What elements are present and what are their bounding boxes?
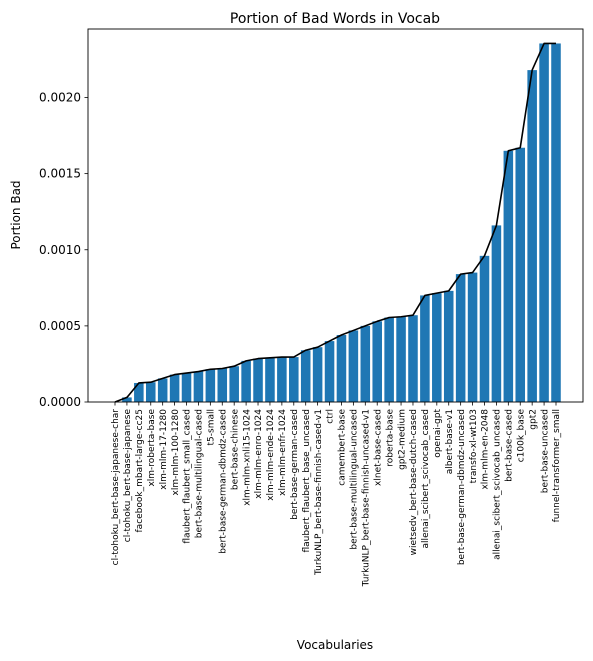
bar (265, 357, 275, 402)
x-tick-label: xlm-roberta-base (147, 409, 157, 487)
y-tick-label: 0.0020 (39, 91, 81, 105)
x-tick-label: flaubert_flaubert_base_uncased (302, 409, 312, 553)
bar (229, 366, 239, 402)
bar (145, 382, 156, 402)
x-tick-label: cl-tohoku_bert-base-japanese-char (111, 409, 121, 566)
x-tick-label: TurkuNLP_bert-base-finnish-uncased-v1 (362, 409, 372, 587)
x-tick-label: xlnet-base-cased (373, 409, 383, 486)
x-tick-label: xlm-mlm-xnli15-1024 (242, 409, 252, 506)
x-tick-label: flaubert_flaubert_small_cased (183, 409, 193, 544)
bar (551, 43, 561, 403)
y-axis-label: Portion Bad (9, 180, 23, 249)
x-tick-label: xlm-mlm-17-1280 (159, 409, 169, 490)
bar (420, 295, 430, 402)
bar (360, 325, 371, 402)
x-tick-label: bert-base-uncased (540, 409, 550, 493)
bars-group (122, 43, 561, 403)
bar (193, 371, 204, 402)
bar (396, 316, 406, 402)
x-tick-label: ctrl (326, 409, 336, 424)
bar (134, 382, 144, 402)
bar (157, 378, 168, 402)
bar (300, 350, 311, 402)
x-tick-label: wietsedv_bert-base-dutch-cased (409, 409, 419, 555)
x-tick-label: xlm-mlm-en-2048 (481, 409, 491, 490)
bar (169, 374, 180, 402)
bar (324, 341, 335, 402)
x-tick-label: bert-base-german-dbmdz-uncased (457, 409, 467, 565)
y-tick-label: 0.0010 (39, 243, 81, 257)
x-tick-label: funnel-transformer_small (552, 409, 562, 522)
x-tick-label: xlm-mlm-100-1280 (171, 409, 181, 496)
x-tick-label: c100k_base (516, 409, 526, 463)
x-tick-label: camembert-base (338, 409, 348, 486)
bar (289, 357, 299, 402)
x-tick-label: gpt2 (528, 409, 538, 430)
bar (217, 368, 228, 402)
trend-line (114, 42, 556, 403)
bar (515, 147, 526, 402)
x-tick-label: t5-small (207, 409, 217, 445)
bar (408, 315, 418, 402)
x-tick-label: allenai_scibert_scivocab_cased (421, 409, 431, 548)
chart-title: Portion of Bad Words in Vocab (230, 11, 440, 27)
bar (432, 293, 442, 402)
bar (122, 397, 132, 402)
bar (384, 317, 394, 402)
x-tick-label: xlm-mlm-ende-1024 (266, 409, 276, 501)
x-tick-label: gpt2-medium (397, 409, 407, 470)
bar (527, 70, 537, 403)
bar (312, 347, 323, 402)
x-tick-label: openai-gpt (433, 409, 443, 458)
x-tick-label: bert-base-multilingual-cased (195, 409, 205, 538)
bar (467, 272, 478, 402)
x-tick-label: cl-tohoku_bert-base-japanese (123, 409, 133, 543)
x-tick-label: xlm-mlm-enfr-1024 (278, 409, 288, 496)
bar (253, 358, 263, 402)
x-tick-label: TurkuNLP_bert-base-finnish-cased-v1 (314, 409, 324, 576)
bar (181, 373, 192, 402)
bar (455, 274, 466, 402)
x-tick-label: transfo-xl-wt103 (469, 409, 479, 483)
x-tick-label: bert-base-multilingual-uncased (350, 409, 360, 550)
bar (205, 369, 216, 402)
x-axis: cl-tohoku_bert-base-japanese-char cl-toho… (111, 402, 562, 587)
x-tick-label: bert-base-german-dbmdz-cased (218, 409, 228, 554)
x-tick-label: facebook_mbart-large-cc25 (135, 409, 145, 532)
x-tick-label: bert-base-chinese (230, 409, 240, 491)
plot-frame (87, 28, 584, 403)
x-axis-label: Vocabularies (297, 638, 373, 652)
bar (479, 255, 490, 402)
bar (277, 357, 287, 402)
y-tick-label: 0.0000 (39, 395, 81, 409)
bar (443, 290, 454, 402)
bar (539, 43, 549, 403)
x-tick-label: xlm-mlm-enro-1024 (254, 409, 264, 499)
x-tick-label: bert-base-german-cased (290, 409, 300, 520)
x-tick-label: bert-base-cased (505, 409, 515, 482)
bar (503, 150, 514, 402)
bar (372, 321, 382, 402)
x-tick-label: allenai_scibert_scivocab_uncased (493, 409, 503, 560)
bar (336, 335, 347, 402)
bar (491, 225, 502, 402)
y-axis: 0.0000 0.0005 0.0010 0.0015 0.0020 (39, 91, 88, 409)
y-tick-label: 0.0015 (39, 167, 81, 181)
bar (241, 360, 251, 402)
bar (348, 330, 359, 402)
y-tick-label: 0.0005 (39, 319, 81, 333)
x-tick-label: albert-base-v1 (445, 409, 455, 474)
x-tick-label: roberta-base (385, 409, 395, 467)
